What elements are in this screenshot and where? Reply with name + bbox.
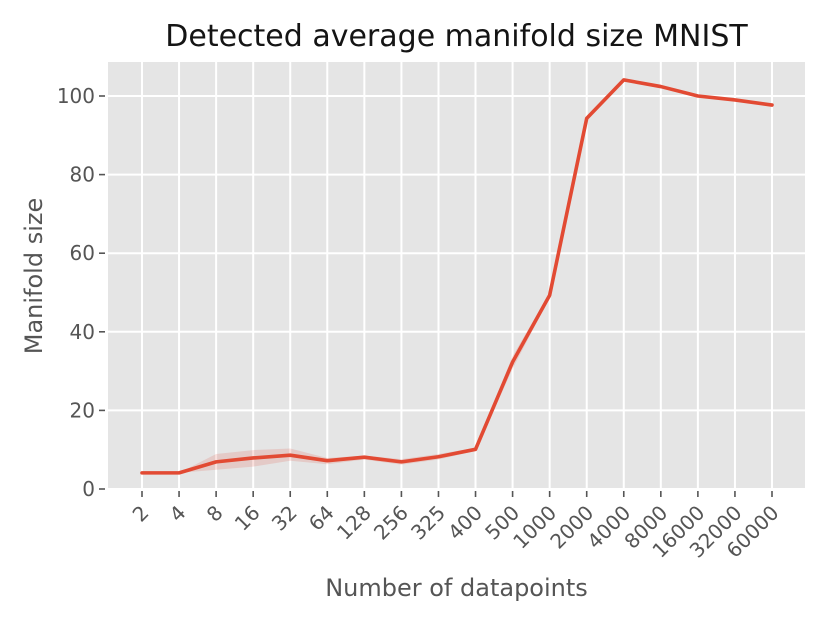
x-tick-label: 16	[230, 501, 265, 536]
x-tick-label: 4	[165, 501, 191, 527]
y-tick-label: 0	[82, 477, 95, 501]
x-tick-label: 32	[267, 501, 302, 536]
y-tick-label: 100	[57, 84, 95, 108]
y-tick-label: 80	[70, 163, 95, 187]
x-tick-label: 400	[443, 501, 487, 545]
x-tick-label: 8	[202, 501, 228, 527]
x-tick-label: 128	[332, 501, 376, 545]
y-axis-label: Manifold size	[20, 198, 48, 355]
y-tick-label: 40	[70, 320, 95, 344]
x-tick-label: 2	[128, 501, 154, 527]
x-axis-label: Number of datapoints	[325, 574, 588, 602]
y-tick-label: 20	[70, 398, 95, 422]
chart-title: Detected average manifold size MNIST	[165, 19, 748, 54]
y-tick-label: 60	[70, 241, 95, 265]
x-tick-label: 256	[369, 501, 413, 545]
data-line-mean-manifold-size	[140, 78, 774, 475]
plot-area	[108, 62, 805, 490]
x-tick-label: 325	[406, 501, 450, 545]
